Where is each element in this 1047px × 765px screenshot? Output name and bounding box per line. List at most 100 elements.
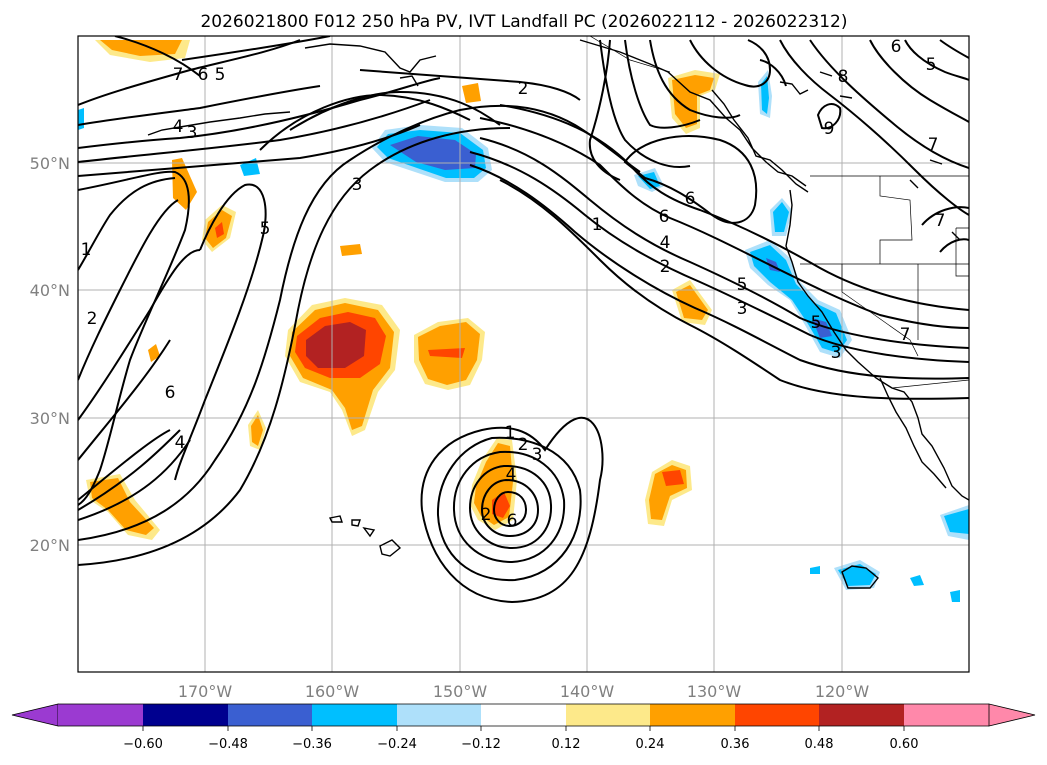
contour-line — [479, 137, 969, 349]
lon-tick-labels: 170°W 160°W 150°W 140°W 130°W 120°W — [178, 682, 870, 701]
lat-tick-label: 50°N — [30, 154, 70, 173]
contour-line — [939, 39, 969, 59]
pv-anomaly-negative — [78, 108, 84, 130]
contour-label: 2 — [660, 257, 671, 277]
contour-line — [689, 39, 772, 88]
pv-anomaly-positive — [462, 83, 481, 103]
contour-label: 6 — [659, 207, 670, 227]
colorbar-tick-label: −0.60 — [123, 737, 163, 752]
contour-label: 6 — [891, 37, 902, 57]
colorbar-tick-label: −0.36 — [292, 737, 332, 752]
coastline-hawaii-3 — [362, 526, 376, 538]
map-panel: 7 6 5 3 2 1 4 5 3 2 6 4 1 2 6 4 5 3 7 9 — [77, 35, 970, 673]
ivt-contours — [78, 36, 969, 604]
pv-anomaly-positive — [662, 470, 684, 486]
contour-line — [78, 77, 441, 149]
lat-tick-label: 20°N — [30, 536, 70, 555]
coastline-mexico-islands — [841, 565, 879, 589]
border-idaho-montana — [879, 176, 913, 264]
colorbar-segment — [566, 704, 650, 726]
pv-anomaly-negative — [761, 76, 769, 114]
pv-anomaly-positive — [215, 222, 224, 238]
pv-anomaly-negative — [773, 202, 789, 232]
pv-anomaly-negative — [944, 509, 969, 534]
contour-label: 5 — [811, 313, 822, 333]
contour-line — [623, 135, 758, 224]
contour-line — [174, 183, 267, 481]
contour-label: 7 — [173, 65, 184, 85]
contour-line — [78, 104, 641, 541]
contour-line — [78, 177, 176, 271]
contour-label: 4 — [173, 117, 184, 137]
colorbar-tick-label: 0.24 — [636, 737, 665, 752]
contour-label: 4 — [175, 433, 186, 453]
map-gridlines — [78, 36, 969, 672]
colorbar-tick-label: 0.60 — [890, 737, 919, 752]
contour-line — [78, 199, 179, 381]
contour-line — [78, 170, 190, 506]
contour-line — [588, 39, 621, 181]
coastline-alaska-south — [399, 75, 419, 87]
colorbar-extend-low — [11, 703, 59, 727]
coastline-hawaii-4 — [379, 539, 402, 557]
contour-line — [78, 429, 181, 511]
contour-line — [869, 39, 969, 123]
colorbar-tick-label: −0.24 — [377, 737, 417, 752]
contour-line — [921, 206, 969, 226]
map-background — [78, 36, 969, 672]
contour-label: 6 — [685, 189, 696, 209]
contour-label: 6 — [198, 65, 209, 85]
border-great-lakes-box — [955, 227, 969, 277]
contour-label: 7 — [928, 135, 939, 155]
pv-anomaly-negative — [810, 566, 820, 574]
contour-line — [78, 429, 171, 501]
contour-label: 7 — [935, 211, 946, 231]
pv-anomaly-negative — [950, 590, 960, 602]
contour-label: 1 — [505, 423, 516, 443]
pv-anomaly-negative — [812, 318, 832, 338]
contour-label: 6 — [165, 383, 176, 403]
contour-line — [499, 179, 969, 400]
contour-line — [78, 339, 171, 461]
contour-label: 9 — [824, 119, 835, 139]
contour-label: 1 — [81, 240, 92, 260]
colorbar-segment — [481, 704, 566, 726]
contour-label: 3 — [831, 343, 842, 363]
contour-line — [78, 249, 201, 421]
contour-label: 3 — [187, 123, 198, 143]
lon-tick-label: 120°W — [815, 682, 870, 701]
contour-line — [78, 39, 301, 106]
contour-line — [480, 478, 540, 538]
contour-label: 5 — [737, 275, 748, 295]
pv-anomaly-positive — [340, 244, 362, 256]
colorbar-tick-label: 0.48 — [805, 737, 834, 752]
contour-label: 2 — [518, 79, 529, 99]
border-us-mexico — [891, 379, 969, 389]
contour-label: 4 — [506, 465, 517, 485]
lon-tick-label: 150°W — [433, 682, 488, 701]
contour-line — [468, 464, 553, 550]
contour-label: 1 — [592, 215, 603, 235]
contour-label: 8 — [838, 67, 849, 87]
contour-line — [939, 238, 969, 253]
contour-label: 5 — [260, 219, 271, 239]
contour-line — [816, 103, 842, 130]
contour-line — [809, 39, 969, 169]
contour-line — [436, 436, 582, 582]
pv-positive-shading — [86, 40, 720, 540]
map-frame — [77, 35, 970, 673]
contour-labels: 7 6 5 3 2 1 4 5 3 2 6 4 1 2 6 4 5 3 7 9 — [81, 37, 946, 531]
contour-line — [289, 90, 501, 131]
pv-anomaly-positive — [306, 322, 366, 368]
colorbar-segment — [58, 704, 143, 726]
contour-line — [452, 450, 566, 564]
pv-anomaly-negative — [390, 136, 476, 170]
pv-anomaly-positive — [672, 75, 714, 128]
contour-line — [114, 36, 201, 77]
contour-line — [259, 93, 471, 151]
lon-tick-label: 130°W — [687, 682, 742, 701]
contour-line — [359, 69, 581, 101]
colorbar-segment — [228, 704, 312, 726]
lon-tick-label: 140°W — [560, 682, 615, 701]
